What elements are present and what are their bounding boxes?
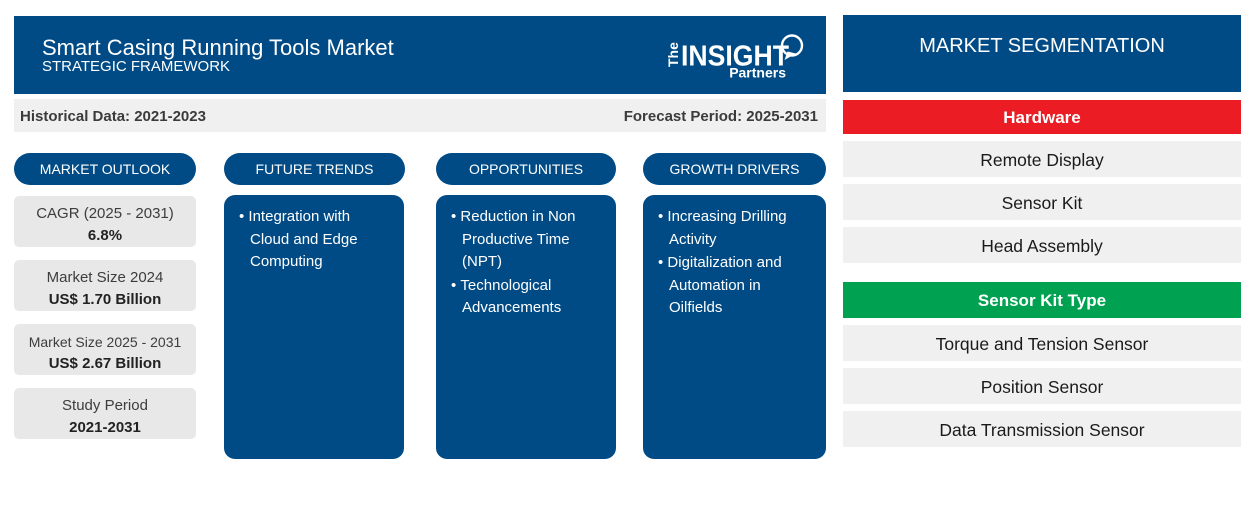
svg-text:The: The: [665, 42, 681, 67]
svg-text:INSIGHT: INSIGHT: [681, 41, 789, 73]
svg-text:Partners: Partners: [729, 65, 786, 81]
